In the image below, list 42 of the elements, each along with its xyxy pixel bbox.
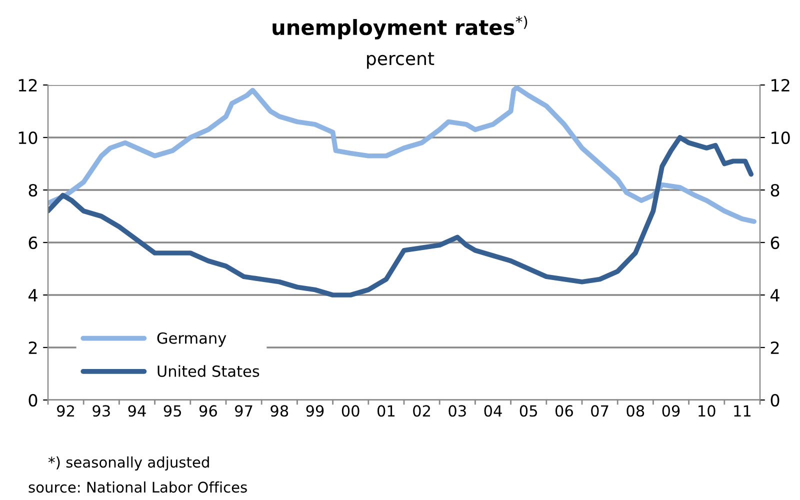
x-tick-label: 02 [413,405,430,417]
x-tick-label: 96 [199,405,217,417]
y-tick-label: 8 [28,184,38,197]
y2-tick-label: 4 [770,289,780,302]
y2-tick-label: 6 [770,236,780,250]
x-tick-label: 08 [626,405,644,417]
x-tick-label: 04 [484,405,502,417]
x-tick-label: 01 [377,405,395,417]
x-tick-label: 94 [128,405,146,417]
x-tick-label: 95 [164,405,181,417]
x-tick-label: 10 [698,405,716,417]
source-note: source: National Labor Offices [28,481,247,493]
x-tick-label: 00 [342,405,360,417]
x-tick-label: 06 [555,405,573,417]
y-tick-label: 10 [18,131,38,144]
x-tick-label: 07 [591,405,608,417]
x-tick-label: 99 [306,405,324,417]
x-tick-label: 11 [734,405,751,416]
y-tick-label: 4 [28,289,38,302]
text: *) seasonally adjusted [48,456,209,471]
y-tick-label: 0 [28,394,38,407]
x-tick-label: 05 [520,405,537,417]
chart-subtitle: percent [367,52,434,69]
line-series [48,135,754,298]
y2-tick-label: 0 [770,394,780,407]
x-tick-label: 97 [235,405,252,417]
x-tick-label: 93 [92,405,110,417]
y2-tick-label: 10 [772,131,790,144]
x-tick-label: 09 [662,405,680,417]
x-tick-label: 98 [270,405,288,417]
y-tick-label: 6 [28,236,38,250]
y2-tick-label: 8 [770,184,780,197]
y2-tick-label: 2 [770,341,779,354]
y2-tick-label: 12 [772,78,790,92]
y-tick-label: 2 [28,341,37,354]
legend-label: United States [158,365,260,377]
chart-title: unemployment rates$^{*)}$ [272,16,528,40]
x-tick-label: 03 [448,405,466,417]
y-tick-label: 12 [18,78,37,92]
x-tick-label: 92 [57,405,74,417]
legend-label: Germany [157,332,226,347]
line-series [48,85,756,224]
